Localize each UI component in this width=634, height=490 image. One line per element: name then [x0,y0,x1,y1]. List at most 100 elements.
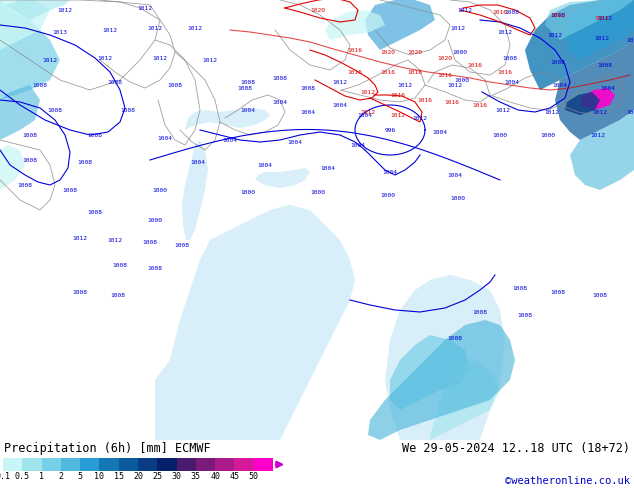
Text: 1004: 1004 [273,99,287,104]
Bar [80,458,100,471]
Text: 20: 20 [133,472,143,481]
Text: 1008: 1008 [550,290,566,294]
Text: 1008: 1008 [148,266,162,270]
Bar [61,458,80,471]
Text: 1012: 1012 [72,236,87,241]
Text: 1004: 1004 [382,170,398,174]
Polygon shape [255,168,310,188]
Text: 1004: 1004 [505,79,519,84]
Text: 1008: 1008 [273,75,287,80]
Text: 1000: 1000 [541,132,555,138]
Bar [22,458,42,471]
Text: 1013: 1013 [53,29,67,34]
Bar [119,458,138,471]
Text: 1000: 1000 [453,49,467,54]
Text: 1016: 1016 [437,73,453,77]
Text: 1012: 1012 [593,109,607,115]
Text: 1000: 1000 [311,190,325,195]
Polygon shape [555,40,634,140]
Text: 1008: 1008 [143,240,157,245]
Text: 1008: 1008 [448,336,462,341]
Text: 1012: 1012 [148,25,162,30]
Bar [215,458,235,471]
Text: 1008: 1008 [108,79,122,84]
Text: 1008: 1008 [22,132,37,138]
Polygon shape [0,85,40,140]
Text: 15: 15 [113,472,124,481]
Text: 1004: 1004 [351,143,365,147]
Text: 1016: 1016 [418,98,432,102]
Polygon shape [545,0,634,40]
Text: 1008: 1008 [517,313,533,318]
Text: 1000: 1000 [153,188,167,193]
Text: 1008: 1008 [112,263,127,268]
Text: 1004: 1004 [321,166,335,171]
Text: Precipitation (6h) [mm] ECMWF: Precipitation (6h) [mm] ECMWF [4,442,210,455]
Text: 1004: 1004 [223,138,238,143]
Text: 1008: 1008 [593,293,607,297]
Polygon shape [0,0,60,100]
Text: 1012: 1012 [42,57,58,63]
Polygon shape [565,92,600,115]
Text: 1012: 1012 [98,55,112,60]
Text: 1020: 1020 [408,49,422,54]
Text: 1016: 1016 [493,9,507,15]
Text: 25: 25 [152,472,162,481]
Text: 1004: 1004 [240,107,256,113]
Text: 1016: 1016 [408,70,422,74]
Polygon shape [580,88,615,110]
Polygon shape [5,0,70,20]
Polygon shape [155,205,355,440]
Text: 1016: 1016 [472,102,488,107]
Text: 1008: 1008 [550,13,566,18]
Bar [42,458,61,471]
Text: 35: 35 [191,472,201,481]
Text: We 29-05-2024 12..18 UTC (18+72): We 29-05-2024 12..18 UTC (18+72) [402,442,630,455]
Text: 1016: 1016 [347,70,363,74]
Text: 1004: 1004 [287,140,302,145]
Text: 30: 30 [172,472,181,481]
Text: 1012: 1012 [626,38,634,43]
Text: 1016: 1016 [467,63,482,68]
Text: 1012: 1012 [153,55,167,60]
Text: 1008: 1008 [597,63,612,68]
Text: 1008: 1008 [77,160,93,165]
Polygon shape [182,140,208,240]
Text: 1008: 1008 [87,132,103,138]
Text: 1008: 1008 [22,157,37,163]
Text: 1008: 1008 [512,286,527,291]
Text: 1008: 1008 [503,55,517,60]
Text: 1012: 1012 [332,79,347,84]
Text: 0.5: 0.5 [15,472,30,481]
Text: 1012: 1012 [626,109,634,115]
Polygon shape [525,0,634,90]
Text: 1004: 1004 [301,109,316,115]
Text: 1004: 1004 [448,172,462,177]
Text: 1012: 1012 [108,238,122,243]
Text: 1008: 1008 [72,290,87,294]
Text: 1004: 1004 [552,82,567,88]
Text: 1012: 1012 [545,109,559,115]
Text: 1012: 1012 [58,7,72,13]
Text: 1020: 1020 [437,55,453,60]
Text: 1008: 1008 [87,210,103,215]
Text: ©weatheronline.co.uk: ©weatheronline.co.uk [505,476,630,486]
Polygon shape [430,360,500,440]
Polygon shape [365,0,435,50]
Text: 1012: 1012 [597,16,612,21]
Text: 1004: 1004 [432,129,448,134]
Text: 1020: 1020 [380,49,396,54]
Text: 1004: 1004 [157,136,172,141]
Text: 1012: 1012 [548,32,562,38]
Bar [254,458,273,471]
Text: 1012: 1012 [188,25,202,30]
Text: 1008: 1008 [472,310,488,315]
Text: 1004: 1004 [358,113,373,118]
Text: 1000: 1000 [148,218,162,222]
Text: 1016: 1016 [380,70,396,74]
Text: 1008: 1008 [301,85,316,91]
Bar [177,458,196,471]
Text: 1012: 1012 [103,27,117,32]
Text: 1012: 1012 [595,16,609,21]
Text: 1008: 1008 [48,107,63,113]
